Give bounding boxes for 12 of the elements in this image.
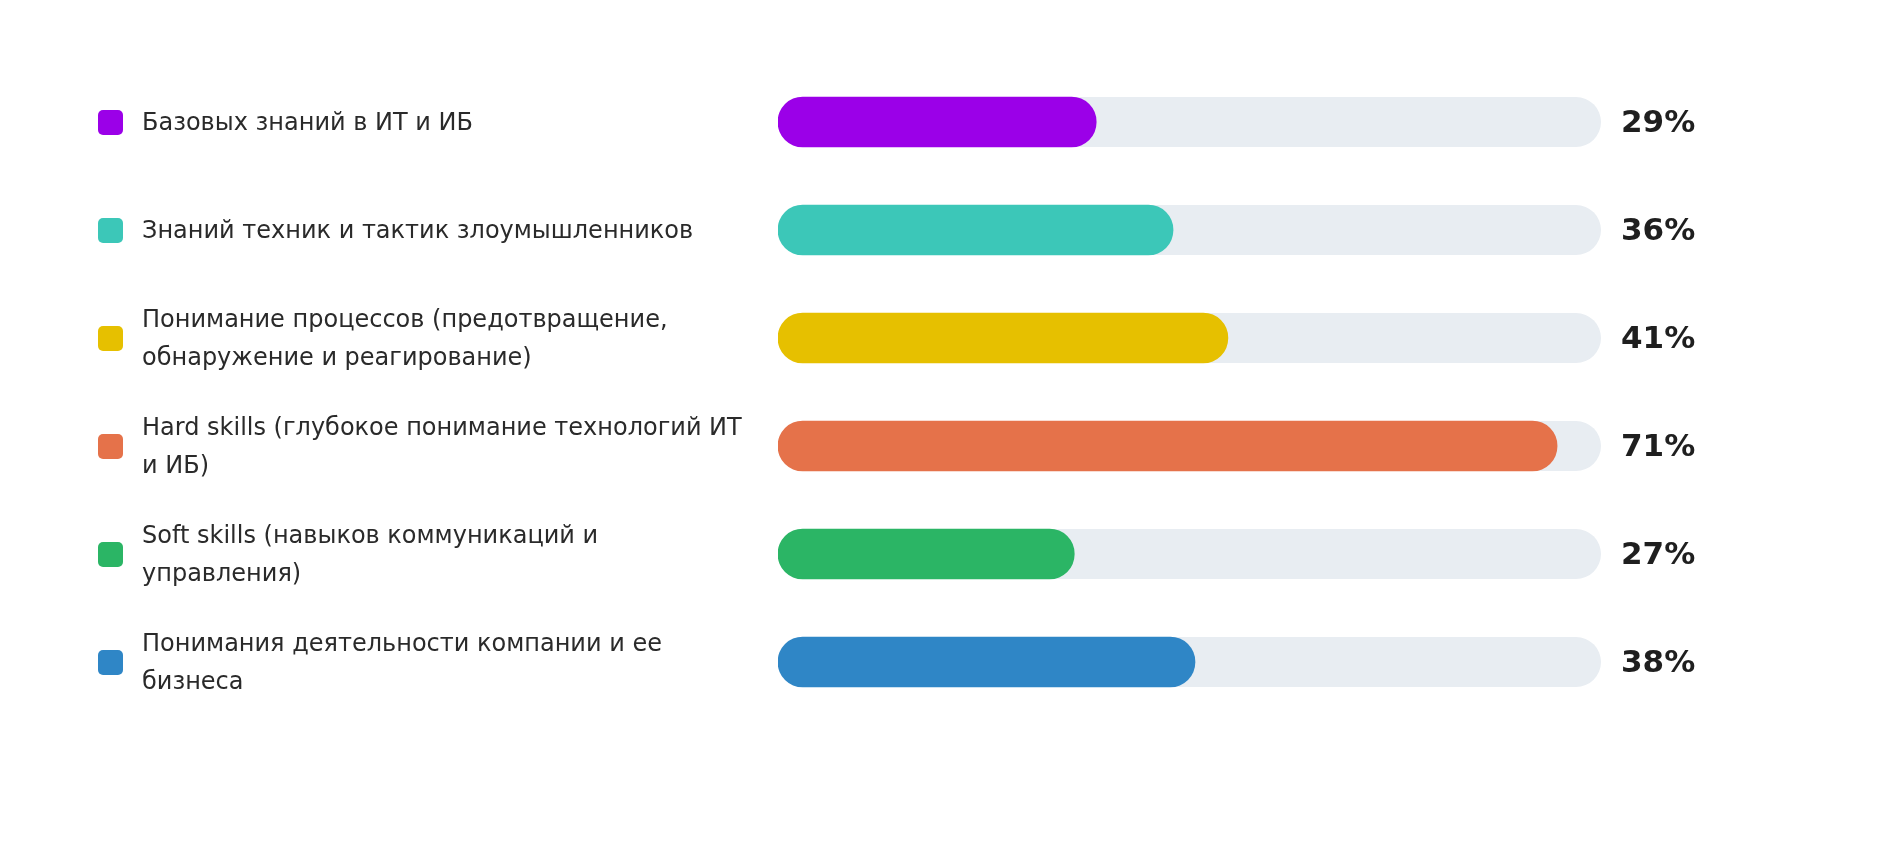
data-label: 29% <box>1621 103 1696 140</box>
data-label: 71% <box>1621 427 1696 464</box>
data-label: 41% <box>1621 319 1696 356</box>
data-label: 27% <box>1621 535 1696 572</box>
y-tick-label: Soft skills (навыков коммуникаций и управления) <box>142 520 600 589</box>
data-label: 38% <box>1621 643 1696 680</box>
y-tick-label: Понимания деятельности компании и ее бизнеса <box>142 628 663 697</box>
y-tick-label: Знаний техник и тактик злоумышленников <box>142 215 695 246</box>
y-tick-label: Hard skills (глубокое понимание технологий ИТ и ИБ) <box>142 412 742 481</box>
y-tick-label: Понимание процессов (предотвращение, обнаружение и реагирование) <box>142 304 669 373</box>
data-label: 36% <box>1621 211 1696 248</box>
y-tick-label: Базовых знаний в ИТ и ИБ <box>142 107 474 138</box>
